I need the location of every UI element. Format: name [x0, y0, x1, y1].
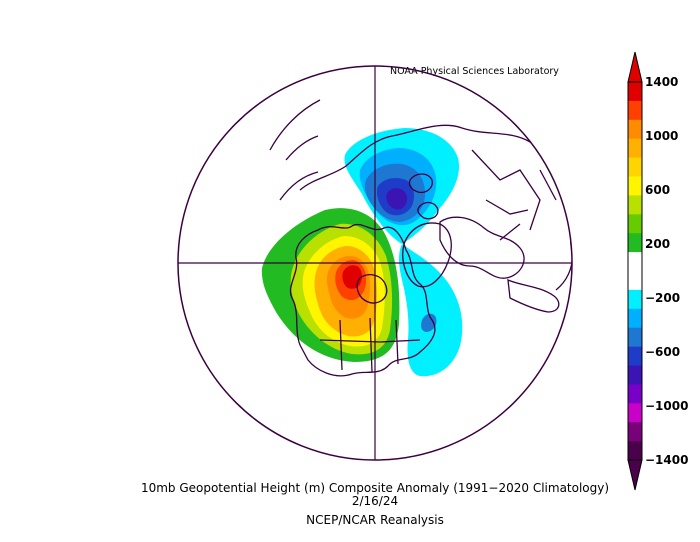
colorbar-label-neg200: −200 — [645, 291, 681, 305]
colorbar-label-neg600: −600 — [645, 345, 681, 359]
arctic-islands — [408, 173, 439, 220]
credit-text: NOAA Physical Sciences Laboratory — [390, 66, 559, 77]
colorbar-segment — [628, 271, 642, 291]
colorbar-label-neg1000: −1000 — [645, 399, 689, 413]
map-title: 10mb Geopotential Height (m) Composite A… — [140, 481, 610, 495]
colorbar-top-arrow — [627, 51, 643, 83]
asia-interior-borders — [471, 149, 557, 241]
greenland — [402, 222, 452, 288]
negative-anomaly-1000 — [386, 188, 408, 210]
grid-lines — [178, 66, 572, 460]
colorbar-label-1000: 1000 — [645, 129, 679, 143]
colorbar-segment — [628, 403, 642, 423]
colorbar-segment — [628, 441, 642, 461]
europe-coast — [439, 216, 525, 279]
alaska-siberia — [269, 99, 321, 201]
colorbar-segment — [628, 422, 642, 442]
us-states — [319, 317, 421, 373]
colorbar-label-1400: 1400 — [645, 75, 679, 89]
colorbar-segment — [628, 138, 642, 158]
globe-outline — [177, 65, 573, 461]
colorbar-segment — [628, 100, 642, 121]
colorbar-label-neg1400: −1400 — [645, 453, 689, 467]
colorbar-segment — [628, 252, 642, 272]
colorbar-segment — [628, 176, 642, 196]
colorbar-segment — [628, 119, 642, 139]
colorbar-segment — [628, 195, 642, 215]
colorbar-segment — [628, 82, 642, 102]
map-date: 2/16/24 — [351, 494, 399, 508]
colorbar-segment — [628, 327, 642, 347]
colorbar — [627, 51, 643, 491]
colorbar-segment — [628, 365, 642, 385]
colorbar-segment — [628, 308, 642, 328]
colorbar-label-200: 200 — [645, 237, 671, 251]
positive-anomaly-1400 — [342, 265, 362, 289]
colorbar-label-600: 600 — [645, 183, 671, 197]
colorbar-segment — [628, 233, 642, 253]
colorbar-segment — [628, 346, 642, 366]
data-source: NCEP/NCAR Reanalysis — [306, 513, 444, 527]
colorbar-segment — [628, 384, 642, 404]
colorbar-segment — [628, 157, 642, 177]
mediterranean — [507, 278, 560, 313]
north-america-coast — [289, 223, 436, 377]
colorbar-segment — [628, 289, 642, 310]
colorbar-bottom-arrow — [627, 459, 643, 491]
negative-anomaly-200-south — [399, 244, 463, 377]
colorbar-segment — [628, 214, 642, 234]
negative-anomaly-small-400 — [421, 313, 437, 332]
